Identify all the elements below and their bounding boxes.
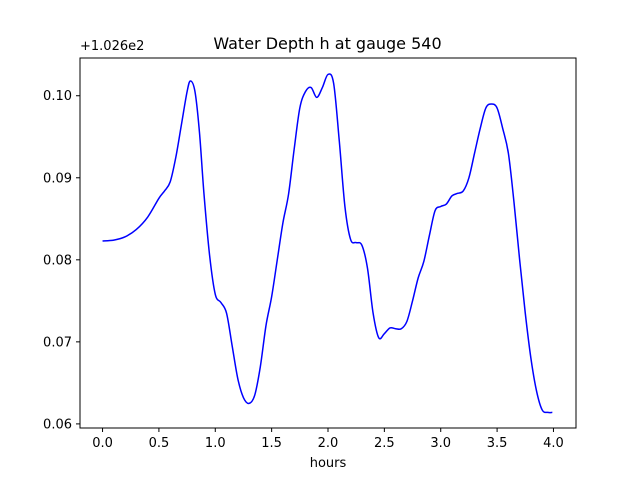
x-tick-label: 2.0 [318, 436, 339, 451]
x-axis: 0.0 0.5 1.0 1.5 2.0 2.5 3.0 3.5 4.0 [92, 428, 564, 451]
y-tick-label: 0.08 [43, 253, 72, 268]
y-tick-label: 0.09 [43, 171, 72, 186]
chart-title: Water Depth h at gauge 540 [213, 34, 441, 53]
x-tick-label: 3.0 [430, 436, 451, 451]
y-tick-label: 0.10 [43, 89, 72, 104]
y-axis: 0.06 0.07 0.08 0.09 0.10 [43, 89, 80, 432]
x-tick-label: 0.0 [92, 436, 113, 451]
plot-frame [79, 57, 577, 429]
x-axis-label: hours [310, 456, 347, 471]
x-tick-label: 1.5 [261, 436, 282, 451]
x-tick-label: 1.0 [205, 436, 226, 451]
y-offset-label: +1.026e2 [80, 39, 144, 54]
y-tick-label: 0.07 [43, 335, 72, 350]
x-tick-label: 4.0 [543, 436, 564, 451]
y-tick-label: 0.06 [43, 417, 72, 432]
plot-area [80, 58, 576, 428]
x-tick-label: 2.5 [374, 436, 395, 451]
series-line [102, 73, 553, 414]
x-tick-label: 0.5 [149, 436, 170, 451]
series-group [102, 73, 553, 414]
x-tick-label: 3.5 [487, 436, 508, 451]
